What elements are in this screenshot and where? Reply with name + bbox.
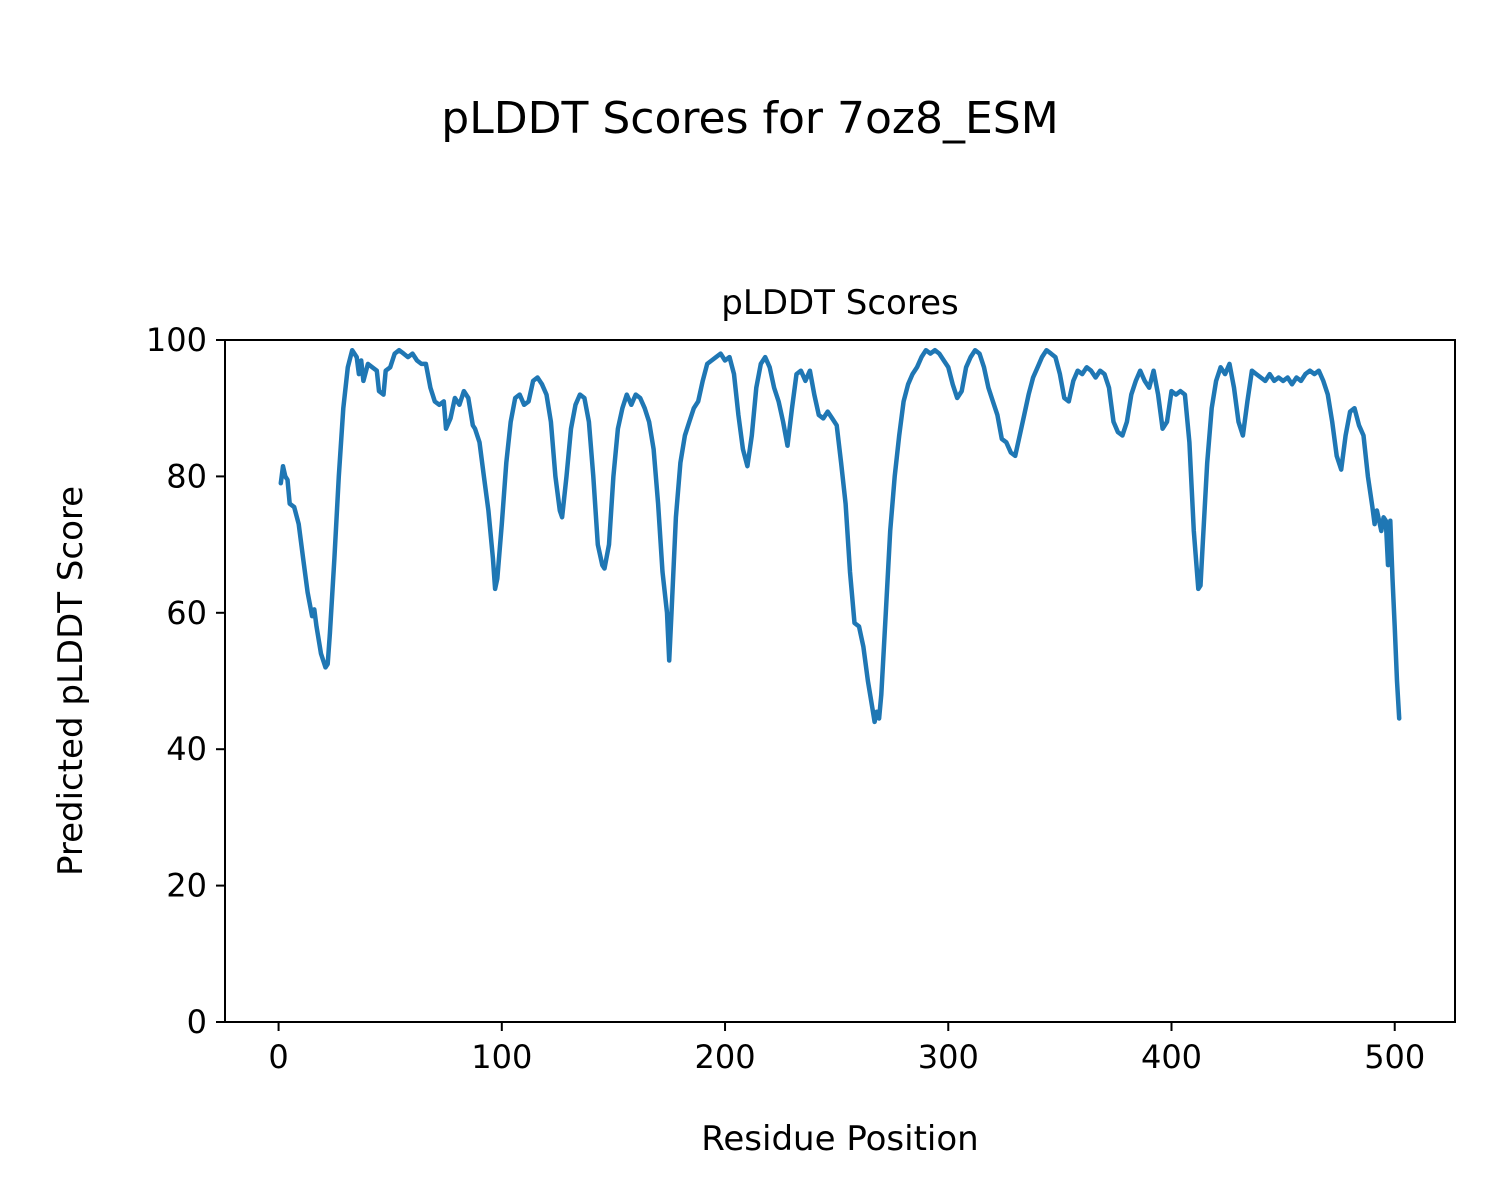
y-tick-label: 20 bbox=[166, 867, 207, 905]
x-tick-label: 0 bbox=[268, 1038, 288, 1076]
x-tick-label: 300 bbox=[918, 1038, 979, 1076]
y-ticks: 0 20 40 60 80 100 bbox=[146, 321, 225, 1041]
y-tick-label: 80 bbox=[166, 457, 207, 495]
y-tick-label: 60 bbox=[166, 594, 207, 632]
y-tick-label: 0 bbox=[187, 1003, 207, 1041]
y-tick-label: 40 bbox=[166, 730, 207, 768]
x-tick-label: 100 bbox=[471, 1038, 532, 1076]
x-tick-label: 200 bbox=[694, 1038, 755, 1076]
x-tick-label: 400 bbox=[1141, 1038, 1202, 1076]
figure-title: pLDDT Scores for 7oz8_ESM bbox=[441, 93, 1058, 144]
pldd-line bbox=[278, 347, 1402, 725]
x-ticks: 0 100 200 300 400 500 bbox=[268, 1022, 1425, 1076]
y-tick-label: 100 bbox=[146, 321, 207, 359]
y-axis-label: Predicted pLDDT Score bbox=[51, 486, 91, 876]
x-tick-label: 500 bbox=[1364, 1038, 1425, 1076]
x-axis-label: Residue Position bbox=[701, 1119, 978, 1159]
plot-frame bbox=[224, 339, 1456, 1023]
axes-title: pLDDT Scores bbox=[721, 283, 958, 323]
